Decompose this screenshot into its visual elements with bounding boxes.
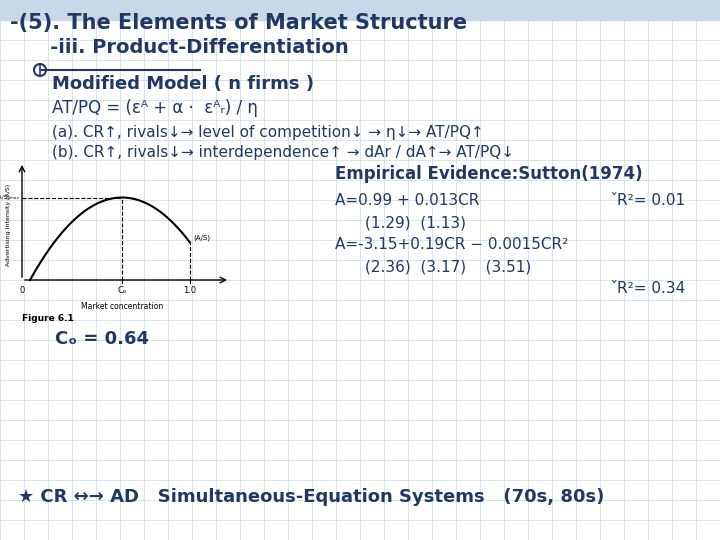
Text: Figure 6.1: Figure 6.1: [22, 314, 73, 323]
Text: ̌R²= 0.34: ̌R²= 0.34: [617, 281, 685, 296]
Text: Advertising Intensity (A/S): Advertising Intensity (A/S): [6, 184, 12, 266]
Text: (A/S)ₘₐₓ: (A/S)ₘₐₓ: [0, 195, 20, 200]
Text: Cₒ: Cₒ: [117, 286, 127, 295]
Text: ★ CR ↔→ AD   Simultaneous-Equation Systems   (70s, 80s): ★ CR ↔→ AD Simultaneous-Equation Systems…: [18, 488, 604, 506]
Text: (a). CR↑, rivals↓→ level of competition↓ → η↓→ AT/PQ↑: (a). CR↑, rivals↓→ level of competition↓…: [52, 125, 484, 140]
Text: (A/S): (A/S): [193, 234, 210, 241]
Text: AT/PQ = (εᴬ + α ·  εᴬᵣ) / η: AT/PQ = (εᴬ + α · εᴬᵣ) / η: [52, 99, 258, 117]
Text: Cₒ = 0.64: Cₒ = 0.64: [55, 330, 149, 348]
Text: A=-3.15+0.19CR − 0.0015CR²: A=-3.15+0.19CR − 0.0015CR²: [335, 237, 568, 252]
Text: (b). CR↑, rivals↓→ interdependence↑ → dAr / dA↑→ AT/PQ↓: (b). CR↑, rivals↓→ interdependence↑ → dA…: [52, 145, 514, 160]
Text: Modified Model ( n firms ): Modified Model ( n firms ): [52, 75, 314, 93]
Text: 0: 0: [19, 286, 24, 295]
Text: (2.36)  (3.17)    (3.51): (2.36) (3.17) (3.51): [365, 259, 531, 274]
Text: 1.0: 1.0: [184, 286, 197, 295]
Bar: [0, 0, 720, 20]
Text: (1.29)  (1.13): (1.29) (1.13): [365, 215, 466, 230]
Text: ̌R²= 0.01: ̌R²= 0.01: [617, 193, 685, 208]
Text: -(5). The Elements of Market Structure: -(5). The Elements of Market Structure: [10, 13, 467, 33]
Text: Empirical Evidence:Sutton(1974): Empirical Evidence:Sutton(1974): [335, 165, 643, 183]
Text: -iii. Product-Differentiation: -iii. Product-Differentiation: [30, 38, 348, 57]
Text: A=0.99 + 0.013CR: A=0.99 + 0.013CR: [335, 193, 480, 208]
Text: Market concentration: Market concentration: [81, 302, 163, 311]
